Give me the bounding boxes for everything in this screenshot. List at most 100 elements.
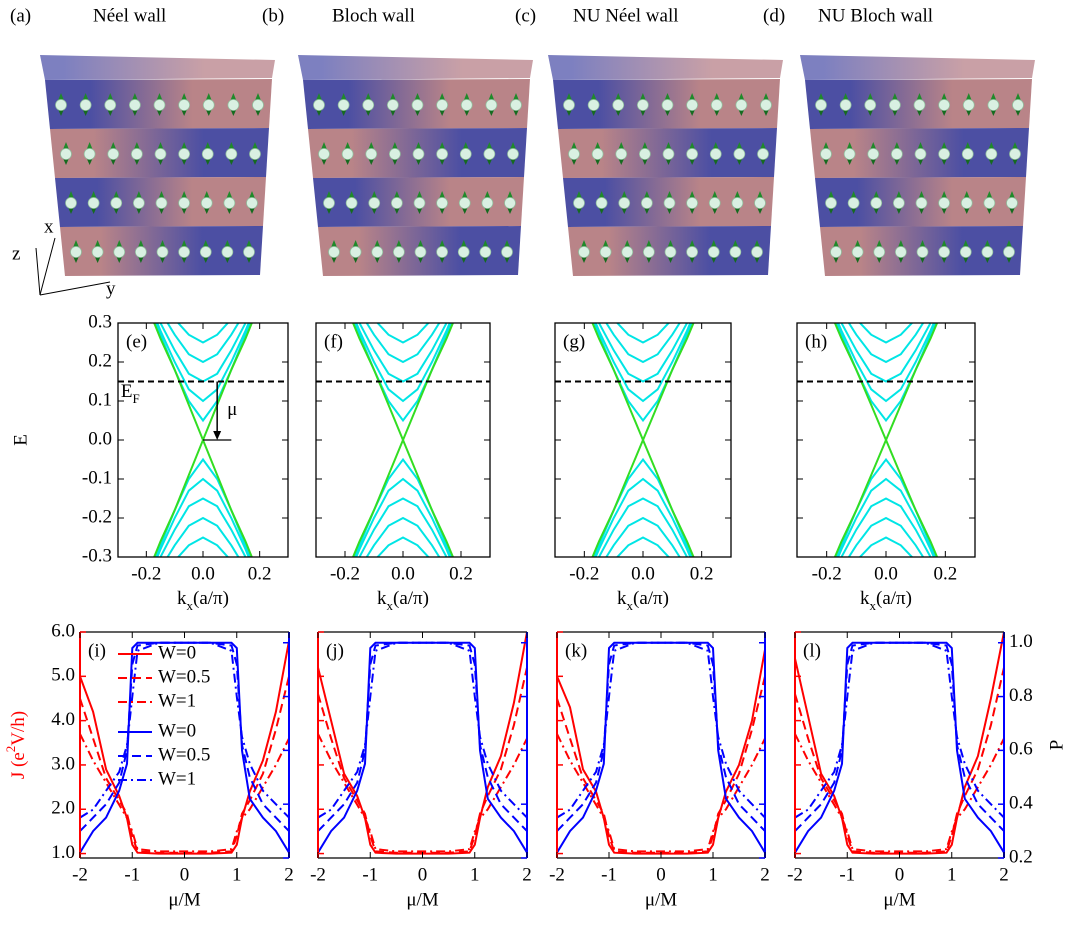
spin <box>412 148 425 160</box>
series-line <box>358 323 448 383</box>
spin <box>507 148 519 160</box>
x-tick-label: 0 <box>418 864 428 885</box>
series-line <box>593 323 693 423</box>
panel-title: NU Bloch wall <box>818 5 933 26</box>
spin <box>893 197 905 209</box>
spin <box>65 197 77 209</box>
series-line <box>318 641 527 854</box>
series-line <box>176 536 230 557</box>
cube-top <box>548 55 783 80</box>
spin <box>199 246 212 258</box>
fermi-label-part: F <box>132 392 139 407</box>
spin <box>501 246 513 258</box>
legend-label: W=1 <box>158 768 196 789</box>
x-axis-label-part: k <box>617 588 627 609</box>
series-line <box>840 323 932 383</box>
spin <box>591 148 604 160</box>
spin <box>707 246 720 258</box>
spin <box>641 197 653 209</box>
spin <box>686 99 698 111</box>
spin <box>393 246 405 258</box>
spin <box>960 197 973 209</box>
series-line <box>795 667 1004 854</box>
y-tick-label: 0.2 <box>88 350 112 371</box>
series-line <box>795 632 1004 855</box>
spin <box>458 197 471 209</box>
x-tick-label: 0.2 <box>690 563 714 584</box>
spin <box>815 99 827 111</box>
series-line <box>615 536 671 557</box>
spin <box>735 99 748 111</box>
spin <box>639 148 651 160</box>
panel-title: Néel wall <box>93 5 166 26</box>
spin <box>436 197 448 209</box>
spin <box>615 148 628 160</box>
x-axis-label: μ/M <box>883 889 915 910</box>
fermi-label: EF <box>121 382 140 407</box>
spin <box>851 246 864 258</box>
panel-label: (g) <box>563 331 585 352</box>
series-line <box>176 323 230 344</box>
legend-label: W=1 <box>158 690 196 711</box>
y-tick-label: 0.0 <box>88 428 112 449</box>
x-axis-label: kx(a/π) <box>177 588 229 613</box>
spin <box>962 99 975 111</box>
series-line <box>835 457 937 557</box>
spin <box>249 148 261 160</box>
series-line <box>837 477 935 557</box>
x-tick-label: 2 <box>522 864 532 885</box>
spin <box>246 197 258 209</box>
spin <box>733 148 746 160</box>
x-tick-label: -1 <box>362 864 378 885</box>
y-axis-label-part: V/h) <box>8 711 29 746</box>
series-line <box>557 649 765 855</box>
panel-label: (k) <box>565 640 587 661</box>
series-line <box>605 516 681 557</box>
series-line <box>593 457 693 557</box>
spin <box>839 99 852 111</box>
spin <box>387 99 399 111</box>
panel-label: (a) <box>10 5 31 26</box>
spin <box>371 246 384 258</box>
spin <box>708 197 721 209</box>
panel-label: (h) <box>805 331 827 352</box>
x-axis-label-part: (a/π) <box>876 588 912 609</box>
spin <box>202 99 215 111</box>
spin <box>661 99 674 111</box>
spin <box>867 148 880 160</box>
coord-label: x <box>44 216 54 237</box>
legend-label: W=0.5 <box>158 744 210 765</box>
series-line <box>597 497 689 557</box>
x-axis-label-part: (a/π) <box>633 588 669 609</box>
spin <box>710 99 723 111</box>
spin <box>153 99 166 111</box>
series-line <box>358 497 448 557</box>
x-tick-label: 1 <box>232 864 242 885</box>
x-tick-label: -0.2 <box>569 563 599 584</box>
spin <box>323 197 335 209</box>
series-line <box>557 641 765 819</box>
spin <box>637 99 649 111</box>
series-line <box>376 323 430 344</box>
y-tick-label: 5.0 <box>51 665 75 686</box>
x-axis-label-part: (a/π) <box>393 588 429 609</box>
x-axis-label-part: (a/π) <box>193 588 229 609</box>
x-axis-label-part: k <box>177 588 187 609</box>
y-axis-label-part: 2 <box>3 746 18 753</box>
spin <box>938 148 950 160</box>
series-line <box>80 641 289 819</box>
y2-tick-label: 0.4 <box>1009 793 1033 814</box>
mu-arrowhead <box>213 431 222 440</box>
spin <box>686 148 698 160</box>
spin <box>87 197 100 209</box>
x-tick-label: -1 <box>601 864 617 885</box>
spin <box>459 148 472 160</box>
x-axis-label: kx(a/π) <box>617 588 669 613</box>
coord-label: y <box>106 278 116 299</box>
y2-tick-label: 1.0 <box>1009 631 1033 652</box>
series-line <box>353 457 453 557</box>
spin <box>389 148 401 160</box>
series-line <box>557 676 765 854</box>
spin <box>987 99 1000 111</box>
spin <box>731 197 744 209</box>
